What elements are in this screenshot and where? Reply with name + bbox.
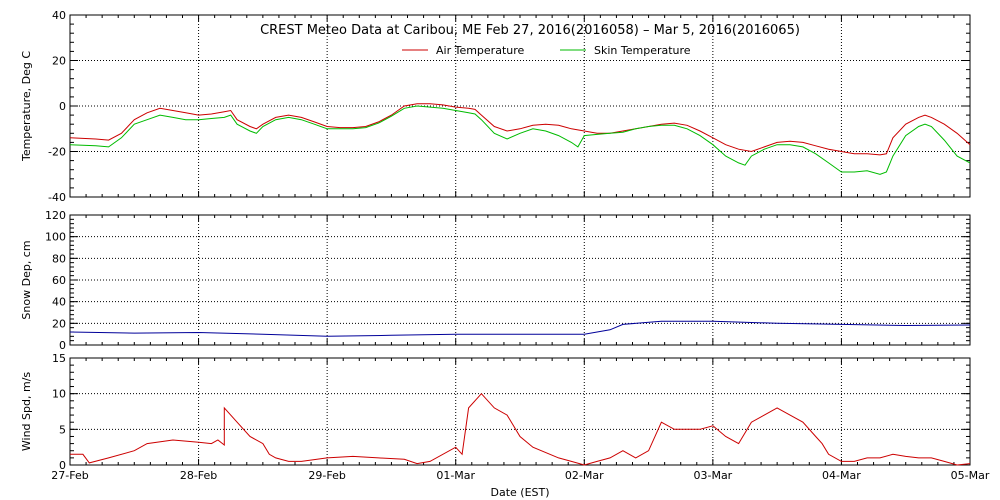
- y-axis-label: Snow Dep, cm: [20, 240, 33, 319]
- y-tick-label: 60: [52, 274, 66, 287]
- x-tick-label: 28-Feb: [180, 469, 217, 482]
- chart-panels: -40 -20 0 20 40 Temperature, Deg C 0 20 40 60 80 10…: [20, 9, 990, 482]
- series-line-0-0: [69, 103, 971, 156]
- y-tick-label: 0: [59, 339, 66, 352]
- y-tick-label: 0: [59, 100, 66, 113]
- y-tick-label: 20: [52, 55, 66, 68]
- y-tick-label: 40: [52, 296, 66, 309]
- y-axis-label: Temperature, Deg C: [20, 51, 33, 162]
- x-tick-label: 29-Feb: [308, 469, 345, 482]
- series-line-1-0: [69, 320, 971, 337]
- series-line-2-0: [70, 392, 971, 466]
- panel-1: 0 20 40 60 80 100 120 Snow Dep, cm: [20, 209, 971, 352]
- y-tick-label: 80: [52, 252, 66, 265]
- x-tick-label: 04-Mar: [822, 469, 861, 482]
- y-tick-label: 0: [59, 459, 66, 472]
- panel-frame: [69, 357, 971, 466]
- x-tick-label: 03-Mar: [693, 469, 732, 482]
- y-tick-label: 100: [45, 231, 66, 244]
- y-tick-label: 5: [59, 423, 66, 436]
- legend: Air Temperature Skin Temperature: [402, 44, 691, 57]
- x-axis-label: Date (EST): [490, 486, 549, 499]
- legend-air-label: Air Temperature: [436, 44, 525, 57]
- legend-skin-label: Skin Temperature: [594, 44, 691, 57]
- x-tick-label: 27-Feb: [51, 469, 88, 482]
- y-axis-label: Wind Spd, m/s: [20, 372, 33, 452]
- series-line-0-1: [69, 105, 971, 175]
- y-tick-label: 40: [52, 9, 66, 22]
- x-tick-label: 01-Mar: [436, 469, 475, 482]
- panel-2: 0 5 10 15 Wind Spd, m/s 27-Feb 28-Feb 29-Feb 01-…: [20, 352, 990, 482]
- y-tick-label: 15: [52, 352, 66, 365]
- y-tick-label: -40: [48, 191, 66, 204]
- x-tick-label: 02-Mar: [565, 469, 604, 482]
- panel-0: -40 -20 0 20 40 Temperature, Deg C: [20, 9, 971, 204]
- y-tick-label: 120: [45, 209, 66, 222]
- y-tick-label: 10: [52, 388, 66, 401]
- y-tick-label: 20: [52, 317, 66, 330]
- chart-title: CREST Meteo Data at Caribou, ME Feb 27, …: [260, 23, 800, 38]
- y-tick-label: -20: [48, 146, 66, 159]
- x-tick-label: 05-Mar: [951, 469, 990, 482]
